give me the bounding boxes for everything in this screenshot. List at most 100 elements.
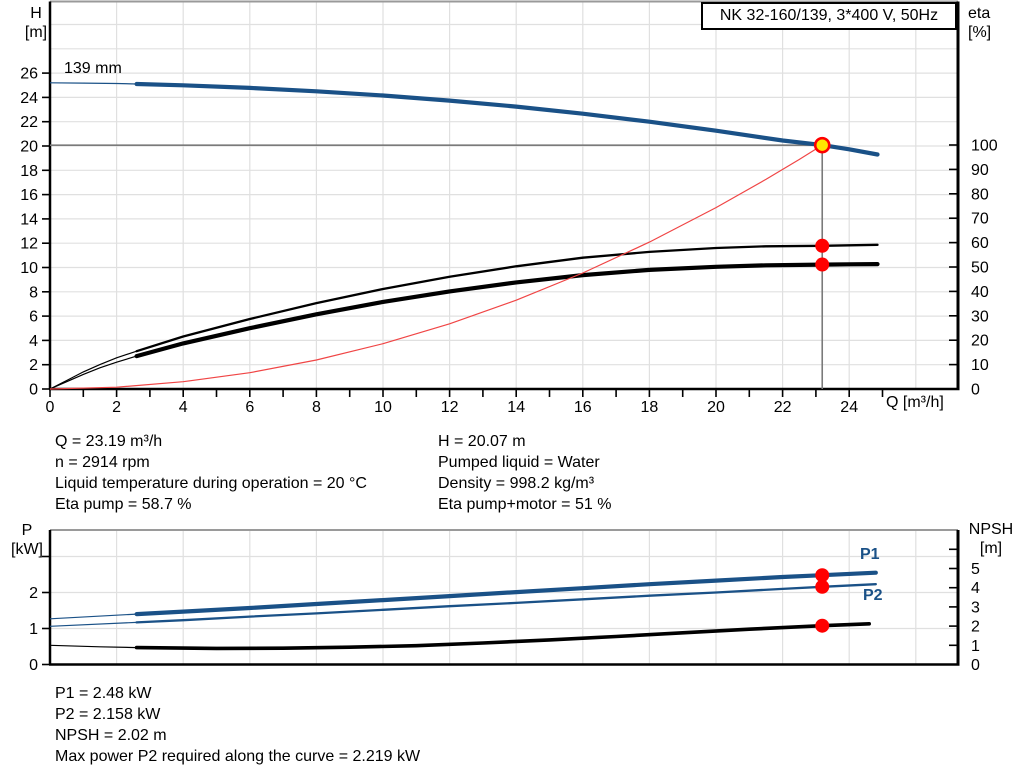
- y-right-tick-label: 80: [971, 186, 989, 203]
- y-axis-label-power-symbol: P: [21, 522, 33, 539]
- duty-npsh: NPSH = 2.02 m: [55, 727, 167, 744]
- y-right-tick-label: 70: [971, 211, 989, 228]
- x-tick-label: 22: [774, 399, 792, 416]
- p1-duty-marker: [815, 568, 830, 583]
- chart-title-box: NK 32-160/139, 3*400 V, 50Hz: [701, 2, 957, 30]
- y-left-tick-label: 22: [20, 114, 38, 131]
- y-left-tick-label: 2: [29, 357, 38, 374]
- p2-curve-thin: [49, 621, 137, 627]
- p1-curve-label: P1: [860, 546, 880, 563]
- y-right-tick-label: 2: [971, 619, 980, 636]
- x-tick-label: 12: [441, 399, 459, 416]
- duty-speed: n = 2914 rpm: [55, 454, 150, 471]
- y-left-tick-label: 26: [20, 66, 38, 83]
- x-tick-label: 10: [374, 399, 392, 416]
- y-right-tick-label: 60: [971, 235, 989, 252]
- x-tick-label: 18: [641, 399, 659, 416]
- x-tick-label: 0: [46, 399, 55, 416]
- y-left-tick-label: 24: [20, 90, 38, 107]
- p1-curve-thin: [49, 613, 137, 620]
- y-left-tick-label: 16: [20, 187, 38, 204]
- y-left-tick-label: 0: [29, 657, 38, 674]
- x-tick-label: 14: [507, 399, 525, 416]
- duty-pumped-liquid: Pumped liquid = Water: [438, 454, 600, 471]
- x-tick-label: 8: [312, 399, 321, 416]
- head-curve-thin: [49, 82, 137, 85]
- power-npsh-chart: 0 1 2 0 1 2 3 4 5: [29, 529, 980, 674]
- y-left-tick-label: 12: [20, 236, 38, 253]
- y-left-tick-label: 0: [29, 382, 38, 399]
- y-right-tick-label: 3: [971, 599, 980, 616]
- duty-info-bottom: P1 = 2.48 kW P2 = 2.158 kW NPSH = 2.02 m…: [55, 683, 420, 767]
- head-curve: [134, 81, 880, 157]
- y-axis-label-npsh-unit: [m]: [979, 540, 1003, 557]
- y-axis-label-eta-symbol: eta: [968, 5, 991, 22]
- y-axis-label-power: P [kW]: [6, 521, 48, 559]
- p1-curve: [134, 570, 878, 617]
- y-left-tick-label: 20: [20, 139, 38, 156]
- y-axis-label-head: H [m]: [16, 4, 56, 42]
- duty-eta-pump: Eta pump = 58.7 %: [55, 496, 192, 513]
- y-right-tick-label: 1: [971, 638, 980, 655]
- chart-title: NK 32-160/139, 3*400 V, 50Hz: [719, 7, 939, 24]
- y-left-tick-label: 10: [20, 260, 38, 277]
- duty-info-left: Q = 23.19 m³/h n = 2914 rpm Liquid tempe…: [55, 431, 367, 515]
- y-left-tick-label: 2: [29, 585, 38, 602]
- eta-pump-duty-marker: [815, 238, 830, 253]
- x-tick-label: 4: [179, 399, 188, 416]
- y-axis-label-npsh: NPSH [m]: [962, 520, 1020, 558]
- y-right-tick-label: 100: [971, 138, 998, 155]
- x-tick-label: 16: [574, 399, 592, 416]
- y-right-tick-label: 90: [971, 162, 989, 179]
- system-curve: [49, 144, 823, 390]
- y-left-tick-label: 4: [29, 333, 38, 350]
- p2-curve: [135, 583, 877, 624]
- duty-head: H = 20.07 m: [438, 433, 526, 450]
- duty-liquid-temperature: Liquid temperature during operation = 20…: [55, 475, 367, 492]
- duty-eta-pump-motor: Eta pump+motor = 51 %: [438, 496, 612, 513]
- duty-flow: Q = 23.19 m³/h: [55, 433, 163, 450]
- eta-pump-motor-duty-marker: [815, 257, 830, 272]
- duty-info-right: H = 20.07 m Pumped liquid = Water Densit…: [438, 431, 611, 515]
- y-left-tick-label: 6: [29, 309, 38, 326]
- y-left-tick-label: 14: [20, 211, 38, 228]
- duty-p2: P2 = 2.158 kW: [55, 706, 161, 723]
- eta-pump-motor-curve: [134, 262, 880, 359]
- y-right-tick-label: 0: [971, 657, 980, 674]
- eta-pump-curve-thin: [49, 350, 137, 390]
- y-axis-label-npsh-symbol: NPSH: [968, 521, 1014, 538]
- x-tick-label: 24: [840, 399, 858, 416]
- x-axis-label: Q [m³/h]: [886, 394, 944, 411]
- x-tick-label: 6: [245, 399, 254, 416]
- y-right-tick-label: 30: [971, 308, 989, 325]
- p2-duty-marker: [815, 579, 830, 594]
- npsh-curve-thin: [49, 644, 137, 649]
- impeller-diameter-label: 139 mm: [64, 60, 122, 77]
- eta-pump-curve: [135, 243, 879, 353]
- y-axis-label-head-symbol: H: [30, 5, 42, 22]
- y-axis-label-head-unit: [m]: [24, 24, 48, 41]
- x-tick-label: 20: [707, 399, 725, 416]
- y-right-tick-label: 50: [971, 260, 989, 277]
- y-left-tick-label: 1: [29, 621, 38, 638]
- y-right-tick-label: 4: [971, 580, 980, 597]
- y-right-tick-label: 20: [971, 333, 989, 350]
- y-axis-label-eta: eta [%]: [968, 4, 1012, 42]
- y-left-tick-label: 8: [29, 284, 38, 301]
- y-axis-label-eta-unit: [%]: [968, 24, 992, 41]
- y-right-tick-label: 5: [971, 561, 980, 578]
- npsh-curve: [134, 621, 872, 651]
- eta-pump-motor-curve-thin: [49, 355, 137, 390]
- y-right-tick-label: 40: [971, 284, 989, 301]
- npsh-duty-marker: [815, 618, 830, 633]
- qh-chart: 0 2 4 6 8 10 12 14 16 18 20 22 240246810121416182022…: [20, 0, 998, 416]
- p2-curve-label: P2: [863, 587, 883, 604]
- y-right-tick-label: 0: [971, 382, 980, 399]
- duty-point-marker: [813, 136, 831, 154]
- max-power-note: Max power P2 required along the curve = …: [55, 748, 421, 765]
- y-axis-label-power-unit: [kW]: [11, 541, 43, 558]
- x-tick-label: 2: [112, 399, 121, 416]
- y-left-tick-label: 18: [20, 163, 38, 180]
